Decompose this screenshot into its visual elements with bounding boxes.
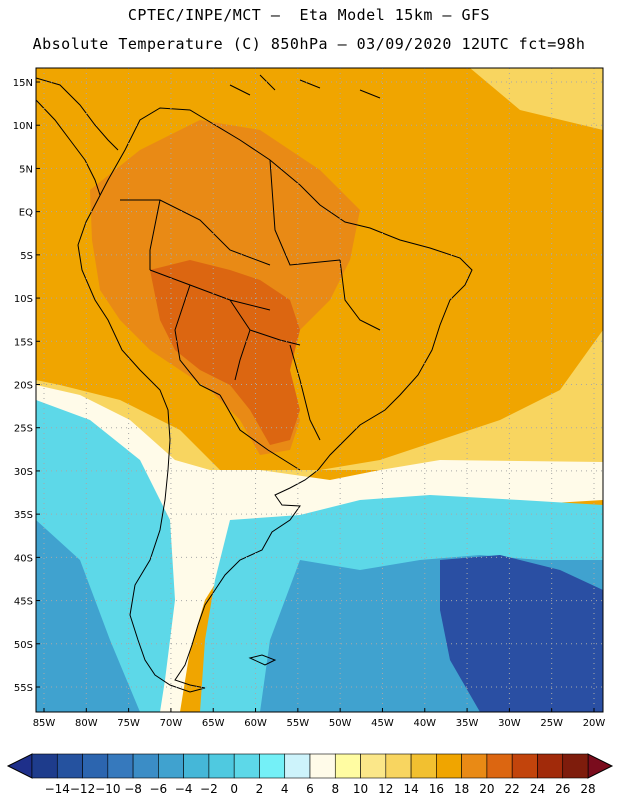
colorbar-label: 4	[281, 782, 289, 796]
colorbar-label: −6	[150, 782, 168, 796]
chart-title-line-1: CPTEC/INPE/MCT – Eta Model 15km – GFS	[0, 6, 618, 24]
colorbar-label: 26	[555, 782, 570, 796]
lat-label: 5N	[19, 164, 33, 175]
colorbar-label: −2	[200, 782, 218, 796]
colorbar-label: 6	[306, 782, 314, 796]
colorbar-swatch	[487, 754, 512, 778]
lon-label: 30W	[498, 718, 521, 729]
lat-label: 5S	[20, 251, 33, 262]
lon-label: 40W	[413, 718, 436, 729]
lat-label: 55S	[14, 683, 33, 694]
colorbar-swatch	[310, 754, 335, 778]
lon-label: 75W	[117, 718, 140, 729]
lat-label: 50S	[14, 640, 33, 651]
chart-title-line-2: Absolute Temperature (C) 850hPa – 03/09/…	[0, 35, 618, 53]
colorbar-label: −14	[45, 782, 70, 796]
colorbar-swatch	[209, 754, 234, 778]
lon-label: 45W	[371, 718, 394, 729]
lat-label: 35S	[14, 510, 33, 521]
lat-label: EQ	[19, 208, 33, 219]
colorbar-label: 20	[479, 782, 494, 796]
colorbar-label: −10	[95, 782, 120, 796]
lat-label: 20S	[14, 381, 33, 392]
colorbar-label: 10	[353, 782, 368, 796]
lon-label: 50W	[329, 718, 352, 729]
colorbar: −14 −12 −10 −8 −6 −4 −2 0 2 4 6 8 10 12 14 16 18 20 22 24 26…	[8, 754, 612, 796]
lon-label: 20W	[583, 718, 606, 729]
lon-label: 35W	[456, 718, 479, 729]
colorbar-label: 8	[331, 782, 339, 796]
lon-label: 70W	[160, 718, 183, 729]
colorbar-label: 14	[403, 782, 418, 796]
colorbar-swatch	[57, 754, 82, 778]
colorbar-label: 28	[580, 782, 595, 796]
colorbar-swatch	[436, 754, 461, 778]
colorbar-swatch	[32, 754, 57, 778]
colorbar-swatch	[512, 754, 537, 778]
colorbar-label: 0	[230, 782, 238, 796]
colorbar-label: −8	[124, 782, 142, 796]
colorbar-swatch	[386, 754, 411, 778]
colorbar-label: 16	[429, 782, 444, 796]
lat-label: 10S	[14, 294, 33, 305]
colorbar-swatch	[537, 754, 562, 778]
colorbar-swatch	[259, 754, 284, 778]
lat-label: 40S	[14, 553, 33, 564]
lon-label: 60W	[244, 718, 267, 729]
temperature-map: 15N 10N 5N EQ 5S 10S 15S 20S 25S 30S 35S 40S 45S 50S 5…	[0, 0, 618, 800]
colorbar-swatch	[285, 754, 310, 778]
lat-label: 30S	[14, 467, 33, 478]
lon-label: 85W	[33, 718, 56, 729]
colorbar-swatch	[83, 754, 108, 778]
colorbar-label: −4	[175, 782, 193, 796]
lon-label: 80W	[75, 718, 98, 729]
lon-label: 25W	[540, 718, 563, 729]
colorbar-swatch	[234, 754, 259, 778]
colorbar-swatch	[133, 754, 158, 778]
colorbar-swatch	[108, 754, 133, 778]
lat-label: 45S	[14, 597, 33, 608]
colorbar-left-arrow	[8, 754, 32, 778]
temperature-field	[36, 68, 603, 712]
colorbar-swatch	[462, 754, 487, 778]
colorbar-label: −12	[70, 782, 95, 796]
colorbar-label: 12	[378, 782, 393, 796]
colorbar-right-arrow	[588, 754, 612, 778]
colorbar-swatch	[361, 754, 386, 778]
colorbar-swatch	[563, 754, 588, 778]
colorbar-swatch	[411, 754, 436, 778]
colorbar-label: 2	[256, 782, 264, 796]
colorbar-label: 22	[505, 782, 520, 796]
colorbar-swatch	[335, 754, 360, 778]
lon-label: 65W	[202, 718, 225, 729]
colorbar-swatch	[158, 754, 183, 778]
lat-label: 15N	[13, 78, 33, 89]
lat-label: 10N	[13, 121, 33, 132]
colorbar-swatch	[184, 754, 209, 778]
colorbar-label: 18	[454, 782, 469, 796]
lat-label: 25S	[14, 424, 33, 435]
lon-label: 55W	[287, 718, 310, 729]
lat-label: 15S	[14, 337, 33, 348]
colorbar-label: 24	[530, 782, 545, 796]
